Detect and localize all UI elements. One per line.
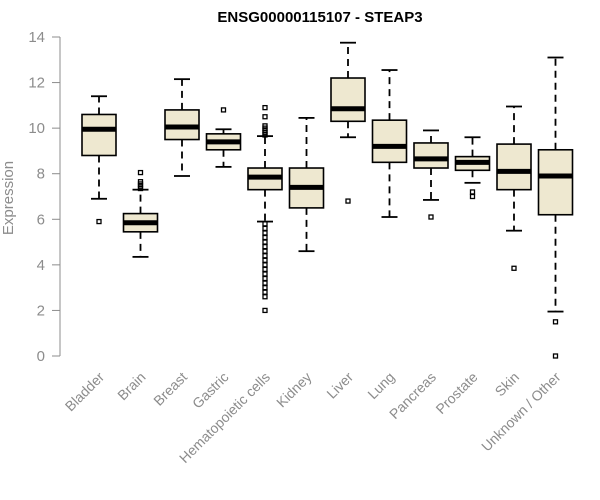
y-tick-label: 10: [28, 120, 45, 137]
outlier-point: [469, 189, 476, 195]
outlier-point: [262, 280, 268, 286]
outlier-point: [262, 262, 268, 268]
outlier-point: [137, 169, 144, 176]
x-tick-label: Lung: [364, 369, 397, 402]
outlier-point: [262, 104, 268, 111]
box-series: [81, 41, 574, 359]
outlier-point: [262, 257, 268, 263]
outlier-point: [262, 294, 268, 300]
box-iqr: [371, 119, 408, 164]
chart-title: ENSG00000115107 - STEAP3: [217, 9, 422, 26]
y-axis-ticks: 0 2 4 6 8 10 12 14: [28, 29, 60, 365]
outlier-point: [262, 307, 268, 314]
box-group: [122, 169, 159, 258]
y-tick-label: 2: [37, 302, 45, 319]
y-tick-label: 0: [37, 348, 45, 365]
outlier-point: [262, 234, 268, 241]
outlier-point: [262, 123, 268, 129]
outlier-point: [428, 214, 434, 220]
outlier-point: [262, 230, 268, 236]
x-tick-label: Kidney: [273, 369, 315, 411]
box-iqr: [81, 113, 117, 157]
outlier-point: [262, 243, 268, 250]
x-tick-label: Breast: [150, 369, 190, 409]
box-group: [454, 136, 491, 200]
outlier-point: [345, 198, 351, 204]
y-tick-label: 14: [28, 29, 45, 46]
y-tick-label: 4: [37, 257, 45, 274]
x-tick-label: Skin: [492, 369, 523, 400]
box-group: [330, 41, 366, 204]
outlier-point: [220, 107, 227, 113]
box-iqr: [330, 77, 366, 123]
outlier-point: [262, 225, 268, 232]
box-group: [164, 78, 200, 177]
box-iqr: [537, 148, 574, 216]
box-group: [288, 116, 325, 253]
y-tick-label: 8: [37, 166, 45, 183]
y-axis-label: Expression: [0, 161, 17, 235]
box-group: [371, 69, 408, 218]
x-tick-label: Unknown / Other: [478, 369, 564, 455]
box-group: [247, 104, 283, 314]
outlier-point: [511, 265, 517, 271]
x-tick-label: Bladder: [62, 369, 108, 415]
box-group: [413, 129, 449, 220]
box-iqr: [496, 143, 532, 191]
outlier-point: [262, 284, 268, 291]
outlier-point: [262, 289, 268, 295]
y-tick-label: 12: [28, 75, 45, 92]
box-group: [537, 56, 574, 359]
outlier-point: [552, 353, 559, 359]
box-group: [205, 107, 242, 168]
outlier-point: [96, 218, 102, 225]
outlier-point: [137, 179, 144, 185]
box-group: [81, 95, 117, 225]
outlier-point: [262, 266, 268, 273]
outlier-point: [469, 193, 476, 200]
y-tick-label: 6: [37, 211, 45, 228]
box-iqr: [413, 142, 449, 169]
x-tick-label: Prostate: [432, 369, 480, 417]
x-tick-label: Liver: [323, 369, 356, 402]
outlier-point: [262, 114, 268, 120]
box-group: [496, 105, 532, 271]
outlier-point: [262, 271, 268, 277]
x-tick-label: Brain: [114, 369, 148, 403]
outlier-point: [552, 319, 559, 325]
outlier-point: [262, 221, 268, 227]
outlier-point: [262, 239, 268, 245]
outlier-point: [262, 248, 268, 254]
outlier-point: [262, 275, 268, 282]
outlier-point: [262, 253, 268, 259]
